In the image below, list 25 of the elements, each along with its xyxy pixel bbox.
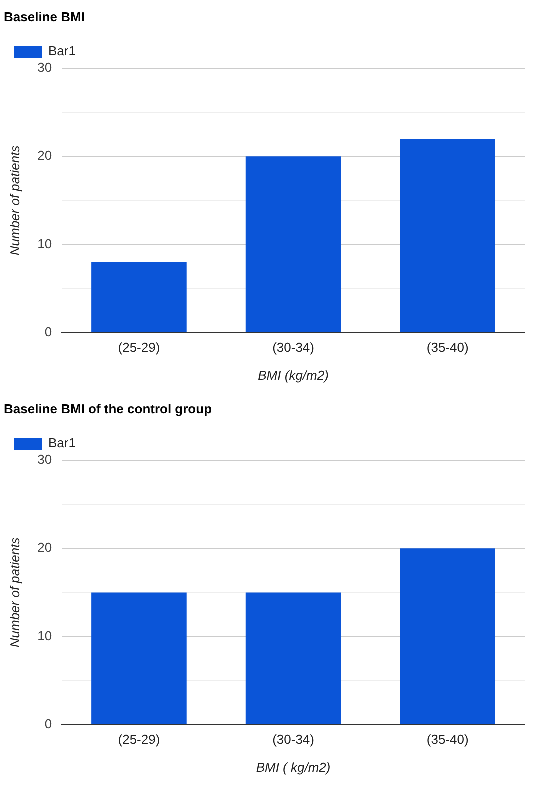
chart-title: Baseline BMI of the control group	[4, 401, 212, 416]
x-tick-label: (25-29)	[118, 340, 160, 356]
y-tick-label: 30	[38, 452, 52, 468]
y-tick-label: 10	[38, 236, 52, 252]
x-tick-label: (30-34)	[272, 732, 314, 748]
x-axis-title: BMI ( kg/m2)	[256, 760, 331, 775]
y-tick-label: 0	[44, 324, 52, 340]
legend-label: Bar1	[48, 44, 76, 59]
bar	[400, 139, 496, 332]
y-tick-label: 20	[38, 540, 52, 556]
x-axis-title: BMI (kg/m2)	[258, 368, 329, 383]
chart-title: Baseline BMI	[4, 9, 85, 24]
y-axis-title: Number of patients	[7, 145, 22, 256]
y-tick-label: 0	[44, 716, 52, 732]
bar	[92, 262, 187, 332]
x-tick-label: (35-40)	[426, 732, 469, 748]
y-axis-title: Number of patients	[7, 537, 22, 648]
x-tick-label: (30-34)	[272, 340, 314, 356]
legend-label: Bar1	[48, 436, 76, 451]
bar	[246, 156, 342, 332]
y-tick-label: 10	[38, 628, 52, 644]
x-tick-label: (25-29)	[118, 732, 160, 748]
y-tick-label: 20	[38, 148, 52, 164]
y-tick-label: 30	[38, 60, 52, 76]
x-tick-label: (35-40)	[426, 340, 469, 356]
